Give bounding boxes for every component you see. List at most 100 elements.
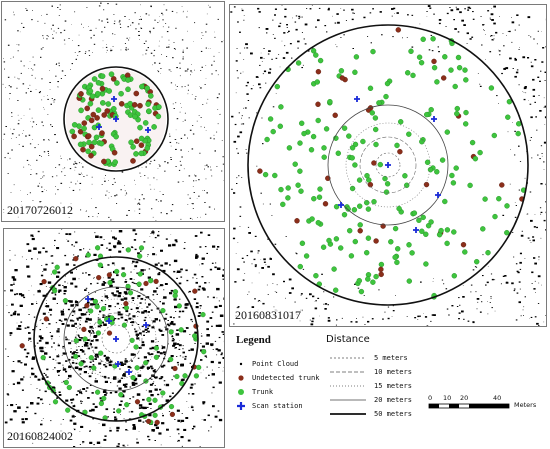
- distance-label-5m: 5 meters: [374, 354, 408, 362]
- trunk-marker: [285, 185, 291, 191]
- point-cloud-dot: [40, 274, 44, 277]
- point-cloud-dot: [187, 439, 191, 442]
- point-cloud-dot: [191, 71, 193, 73]
- point-cloud-dot: [111, 280, 115, 283]
- point-cloud-dot: [137, 310, 139, 313]
- point-cloud-dot: [199, 246, 202, 248]
- trunk-marker: [480, 226, 486, 232]
- point-cloud-dot: [31, 367, 34, 370]
- point-cloud-dot: [39, 389, 41, 391]
- point-cloud-dot: [537, 275, 541, 278]
- point-cloud-dot: [88, 55, 91, 56]
- point-cloud-dot: [13, 283, 15, 285]
- point-cloud-dot: [30, 384, 32, 385]
- point-cloud-dot: [530, 242, 532, 243]
- point-cloud-dot: [476, 267, 478, 268]
- point-cloud-dot: [58, 232, 60, 234]
- trunk-marker: [87, 88, 94, 94]
- point-cloud-dot: [145, 332, 148, 333]
- point-cloud-dot: [480, 295, 482, 296]
- point-cloud-dot: [44, 359, 46, 361]
- point-cloud-dot: [157, 273, 161, 276]
- point-cloud-dot: [311, 320, 314, 323]
- point-cloud-dot: [324, 308, 327, 310]
- point-cloud-dot: [491, 307, 493, 309]
- point-cloud-dot: [209, 317, 213, 319]
- point-cloud-dot: [73, 254, 75, 256]
- trunk-marker: [145, 108, 152, 114]
- point-cloud-dot: [538, 259, 540, 261]
- point-cloud-dot: [212, 296, 215, 299]
- point-cloud-dot: [56, 355, 60, 358]
- point-cloud-dot: [152, 27, 155, 29]
- point-cloud-dot: [46, 38, 48, 40]
- point-cloud-dot: [41, 99, 43, 101]
- point-cloud-dot: [39, 91, 41, 92]
- trunk-marker: [482, 196, 488, 202]
- scale-unit: Meters: [514, 401, 537, 409]
- point-cloud-dot: [257, 252, 259, 254]
- point-cloud-dot: [201, 333, 202, 334]
- point-cloud-dot: [170, 145, 172, 147]
- point-cloud-dot: [187, 10, 188, 12]
- point-cloud-dot: [514, 130, 516, 132]
- point-cloud-dot: [78, 335, 80, 337]
- point-cloud-dot: [524, 86, 527, 88]
- point-cloud-dot: [93, 278, 95, 279]
- point-cloud-dot: [173, 298, 177, 301]
- point-cloud-dot: [81, 313, 85, 316]
- point-cloud-dot: [538, 282, 540, 284]
- point-cloud-dot: [79, 328, 81, 329]
- point-cloud-dot: [522, 91, 524, 92]
- point-cloud-dot: [11, 276, 15, 279]
- point-cloud-dot: [42, 271, 44, 272]
- point-cloud-dot: [291, 287, 294, 290]
- point-cloud-dot: [448, 314, 450, 316]
- point-cloud-dot: [83, 248, 85, 250]
- point-cloud-dot: [487, 266, 489, 267]
- point-cloud-dot: [17, 123, 20, 125]
- undetected-trunk-marker: [101, 112, 107, 118]
- point-cloud-dot: [42, 176, 44, 178]
- point-cloud-dot: [149, 163, 151, 165]
- point-cloud-dot: [475, 291, 477, 293]
- point-cloud-dot: [51, 338, 53, 340]
- point-cloud-dot: [192, 133, 195, 135]
- point-cloud-dot: [49, 70, 50, 71]
- point-cloud-icon: [234, 358, 248, 370]
- point-cloud-dot: [184, 70, 187, 72]
- point-cloud-dot: [17, 50, 19, 52]
- point-cloud-dot: [518, 301, 521, 304]
- point-cloud-dot: [147, 435, 150, 438]
- point-cloud-dot: [190, 406, 194, 409]
- point-cloud-dot: [89, 384, 92, 386]
- trunk-marker: [384, 80, 391, 87]
- point-cloud-dot: [431, 314, 434, 316]
- point-cloud-dot: [520, 315, 522, 317]
- point-cloud-dot: [173, 259, 178, 263]
- trunk-marker: [94, 389, 101, 395]
- point-cloud-dot: [201, 38, 202, 39]
- point-cloud-dot: [92, 403, 95, 405]
- point-cloud-dot: [471, 36, 474, 38]
- point-cloud-dot: [138, 419, 142, 422]
- trunk-marker: [308, 147, 315, 153]
- point-cloud-dot: [159, 165, 161, 167]
- trunk-marker: [155, 113, 162, 120]
- point-cloud-dot: [47, 35, 49, 37]
- point-cloud-dot: [530, 316, 533, 318]
- point-cloud-dot: [152, 230, 154, 232]
- point-cloud-dot: [472, 321, 475, 324]
- point-cloud-dot: [26, 9, 28, 11]
- trunk-marker: [193, 373, 200, 379]
- point-cloud-dot: [93, 332, 95, 334]
- point-cloud-dot: [76, 163, 78, 165]
- undetected-trunk-marker: [133, 90, 140, 97]
- undetected-trunk-marker: [110, 76, 117, 82]
- point-cloud-dot: [30, 169, 32, 170]
- point-cloud-dot: [174, 305, 178, 309]
- trunk-marker: [455, 54, 462, 61]
- trunk-marker: [491, 132, 497, 139]
- point-cloud-dot: [104, 365, 108, 368]
- point-cloud-dot: [129, 37, 131, 39]
